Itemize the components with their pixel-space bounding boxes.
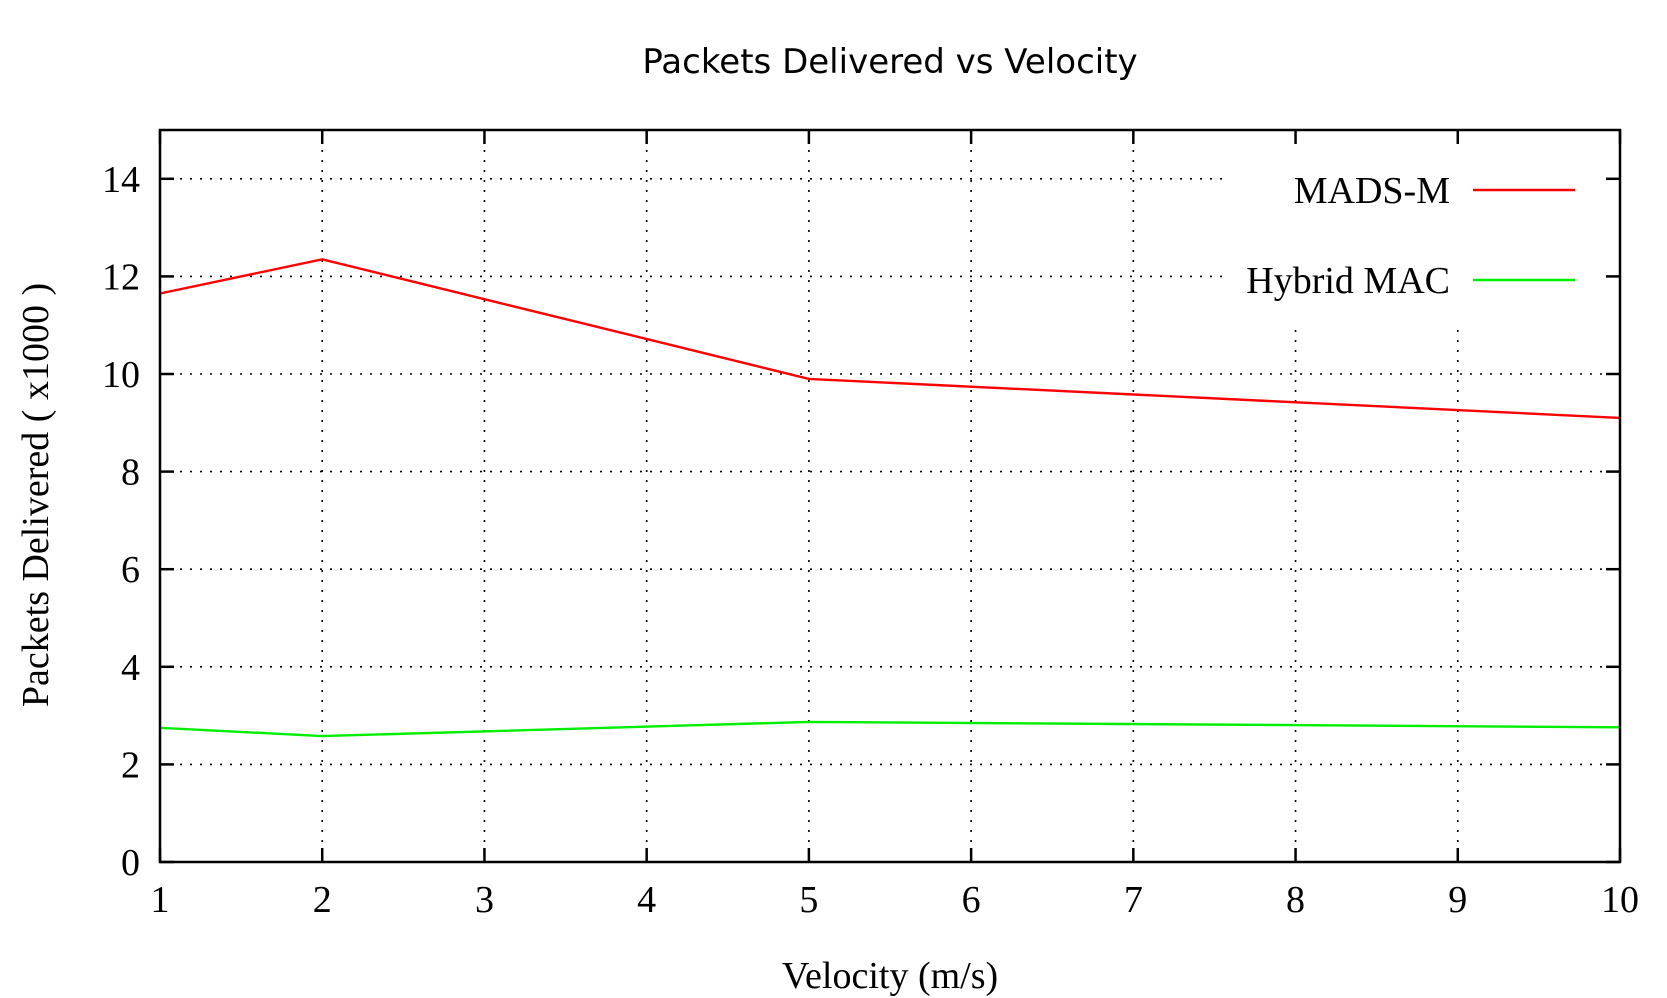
y-axis-label: Packets Delivered ( x1000 ) [15,283,57,707]
x-tick-label: 2 [313,879,332,921]
x-axis-label: Velocity (m/s) [782,955,998,997]
x-tick-label: 1 [151,879,170,921]
grid [160,130,1620,862]
y-tick-label: 8 [121,452,140,494]
y-tick-label: 4 [121,647,140,689]
legend-label-0: MADS-M [1294,170,1450,212]
x-tick-labels: 1 2 3 4 5 6 7 8 9 10 [151,879,1640,921]
x-tick-label: 10 [1601,879,1639,921]
chart-title: Packets Delivered vs Velocity [642,42,1137,82]
x-tick-label: 4 [637,879,656,921]
x-tick-label: 9 [1448,879,1467,921]
y-tick-labels: 0 2 4 6 8 10 12 14 [102,159,140,884]
y-tick-label: 10 [102,354,140,396]
x-tick-label: 3 [475,879,494,921]
legend-label-1: Hybrid MAC [1246,260,1450,302]
plot-frame [158,128,1622,864]
legend-background [1230,150,1605,328]
x-tick-label: 7 [1124,879,1143,921]
series-layer [159,258,1621,738]
x-tick-label: 8 [1286,879,1305,921]
y-tick-label: 0 [121,842,140,884]
series-line-1 [159,720,1621,738]
series-line-0 [159,258,1621,420]
y-tick-label: 2 [121,744,140,786]
legend: MADS-M Hybrid MAC [1230,150,1605,328]
x-tick-label: 6 [962,879,981,921]
y-tick-label: 12 [102,256,140,298]
y-tick-label: 6 [121,549,140,591]
y-tick-label: 14 [102,159,140,201]
x-tick-label: 5 [799,879,818,921]
